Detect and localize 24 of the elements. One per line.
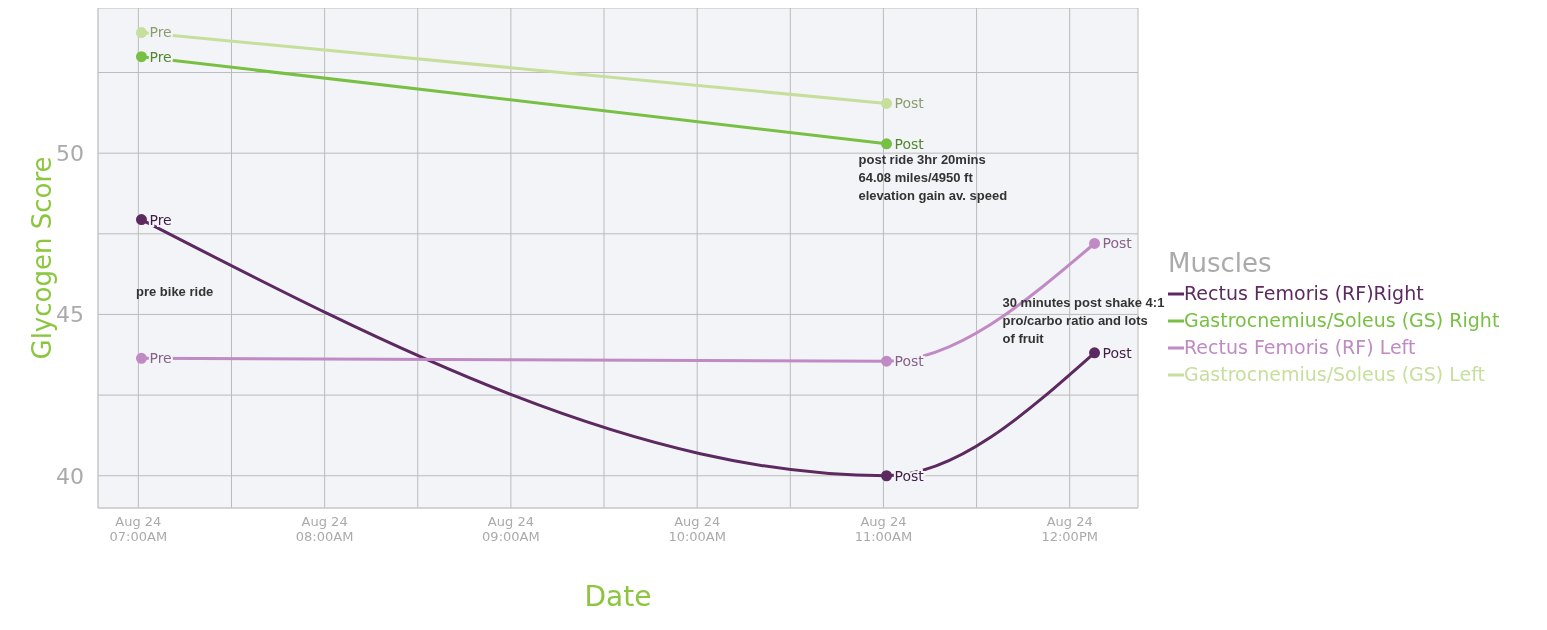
legend-label: Gastrocnemius/Soleus (GS) Left (1184, 362, 1486, 387)
x-axis-title: Date (584, 580, 652, 613)
x-tick-label: Aug 24 08:00AM (295, 514, 354, 544)
y-tick-label: 50 (56, 141, 84, 167)
legend-label: Rectus Femoris (RF)Right (1184, 281, 1424, 306)
annotation: pre bike ride (136, 284, 214, 299)
x-tick-label: Aug 24 10:00AM (668, 514, 726, 544)
y-tick-label: 45 (56, 302, 84, 328)
data-label: Post (894, 95, 925, 112)
legend-label: Rectus Femoris (RF) Left (1184, 335, 1416, 360)
legend-title: Muscles (1168, 248, 1273, 278)
annotation: post ride 3hr 20mins 64.08 miles/4950 ft elevation gain av. speed (858, 151, 1008, 203)
x-tick-label: Aug 24 09:00AM (482, 514, 540, 544)
annotation: 30 minutes post shake 4:1 pro/carbo ratio and lots of fruit (1002, 294, 1165, 346)
x-tick-label: Aug 24 12:00PM (1041, 514, 1098, 544)
legend-label: Gastrocnemius/Soleus (GS) Right (1184, 308, 1500, 333)
data-label: Post (1102, 235, 1133, 252)
y-tick-label: 40 (56, 463, 84, 489)
x-tick-label: Aug 24 11:00AM (854, 514, 913, 544)
y-axis-title: Glycogen Score (27, 156, 58, 360)
data-label: Post (894, 135, 925, 152)
data-label: Pre (149, 211, 172, 228)
data-label: Post (1102, 344, 1133, 361)
x-tick-label: Aug 24 07:00AM (109, 514, 168, 544)
